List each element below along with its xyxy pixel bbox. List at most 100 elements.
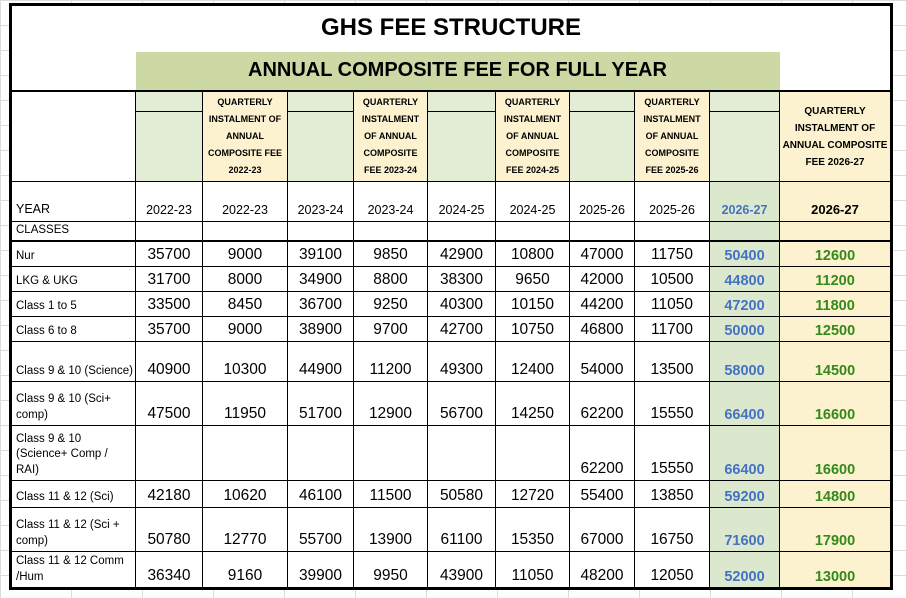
fee-value-cell[interactable]: 36700: [287, 290, 354, 317]
year-column-header-top[interactable]: [427, 89, 496, 112]
fee-value-cell[interactable]: 62200: [569, 380, 635, 426]
fee-value-cell[interactable]: 12050: [634, 550, 710, 589]
fee-value-cell[interactable]: 46800: [569, 315, 635, 342]
fee-value-cell[interactable]: [202, 424, 288, 481]
classes-empty-cell[interactable]: [779, 221, 892, 243]
fee-value-cell[interactable]: 55700: [287, 506, 354, 552]
fee-value-cell[interactable]: 13000: [779, 550, 892, 589]
fee-value-cell[interactable]: 50400: [709, 240, 780, 267]
row-label[interactable]: LKG & UKG: [10, 265, 136, 292]
fee-value-cell[interactable]: 44200: [569, 290, 635, 317]
fee-value-cell[interactable]: 8000: [202, 265, 288, 292]
classes-empty-cell[interactable]: [634, 221, 710, 243]
quarterly-header[interactable]: QUARTERLY INSTALMENT OF ANNUAL COMPOSITE…: [634, 90, 710, 182]
fee-value-cell[interactable]: 44900: [287, 340, 354, 382]
row-label[interactable]: Class 11 & 12 (Sci): [10, 479, 136, 508]
fee-value-cell[interactable]: 55400: [569, 479, 635, 508]
fee-value-cell[interactable]: 12900: [353, 380, 428, 426]
fee-value-cell[interactable]: 10800: [495, 240, 570, 267]
fee-value-cell[interactable]: 9700: [353, 315, 428, 342]
row-label[interactable]: Class 9 & 10 (Sci+ comp): [10, 380, 136, 426]
banner-spacer-right[interactable]: [779, 52, 892, 91]
year-cell[interactable]: 2026-27: [709, 181, 780, 222]
fee-value-cell[interactable]: 49300: [427, 340, 496, 382]
classes-row-label[interactable]: CLASSES: [10, 221, 136, 243]
fee-value-cell[interactable]: 12770: [202, 506, 288, 552]
fee-value-cell[interactable]: 50580: [427, 479, 496, 508]
fee-value-cell[interactable]: [427, 424, 496, 481]
year-row-label[interactable]: YEAR: [10, 181, 136, 222]
fee-value-cell[interactable]: 11750: [634, 240, 710, 267]
banner-spacer-left[interactable]: [10, 52, 136, 91]
year-column-header-top[interactable]: [135, 89, 203, 112]
fee-value-cell[interactable]: 67000: [569, 506, 635, 552]
fee-value-cell[interactable]: 66400: [709, 424, 780, 481]
year-cell[interactable]: 2025-26: [569, 181, 635, 222]
row-label[interactable]: Class 9 & 10 (Science+ Comp / RAI): [10, 424, 136, 481]
year-cell-quarterly[interactable]: 2023-24: [353, 181, 428, 222]
fee-value-cell[interactable]: 9650: [495, 265, 570, 292]
corner-cell[interactable]: [10, 90, 136, 182]
fee-value-cell[interactable]: 11700: [634, 315, 710, 342]
fee-value-cell[interactable]: 40300: [427, 290, 496, 317]
quarterly-header[interactable]: QUARTERLY INSTALMENT OF ANNUAL COMPOSITE…: [202, 90, 288, 182]
fee-value-cell[interactable]: 31700: [135, 265, 203, 292]
year-cell[interactable]: 2024-25: [427, 181, 496, 222]
fee-value-cell[interactable]: 35700: [135, 315, 203, 342]
year-column-header-top[interactable]: [569, 89, 635, 112]
fee-value-cell[interactable]: 33500: [135, 290, 203, 317]
fee-value-cell[interactable]: 11500: [353, 479, 428, 508]
fee-value-cell[interactable]: 12400: [495, 340, 570, 382]
year-cell-quarterly[interactable]: 2026-27: [779, 181, 892, 222]
fee-value-cell[interactable]: 50780: [135, 506, 203, 552]
fee-value-cell[interactable]: 13850: [634, 479, 710, 508]
fee-value-cell[interactable]: 15350: [495, 506, 570, 552]
fee-value-cell[interactable]: 34900: [287, 265, 354, 292]
fee-value-cell[interactable]: 50000: [709, 315, 780, 342]
fee-value-cell[interactable]: 11200: [353, 340, 428, 382]
fee-value-cell[interactable]: [353, 424, 428, 481]
fee-value-cell[interactable]: 9160: [202, 550, 288, 589]
fee-value-cell[interactable]: 11800: [779, 290, 892, 317]
fee-value-cell[interactable]: 9250: [353, 290, 428, 317]
fee-value-cell[interactable]: 11050: [495, 550, 570, 589]
year-column-header-bottom[interactable]: [569, 110, 635, 183]
fee-value-cell[interactable]: 51700: [287, 380, 354, 426]
fee-value-cell[interactable]: 47200: [709, 290, 780, 317]
classes-empty-cell[interactable]: [353, 221, 428, 243]
fee-value-cell[interactable]: 9000: [202, 315, 288, 342]
year-column-header-bottom[interactable]: [709, 110, 780, 183]
fee-value-cell[interactable]: 11950: [202, 380, 288, 426]
classes-empty-cell[interactable]: [135, 221, 203, 243]
fee-value-cell[interactable]: 58000: [709, 340, 780, 382]
year-column-header-bottom[interactable]: [427, 110, 496, 183]
year-cell[interactable]: 2022-23: [135, 181, 203, 222]
fee-value-cell[interactable]: 15550: [634, 380, 710, 426]
year-cell-quarterly[interactable]: 2024-25: [495, 181, 570, 222]
row-label[interactable]: Class 11 & 12 (Sci + comp): [10, 506, 136, 552]
fee-value-cell[interactable]: 39100: [287, 240, 354, 267]
quarterly-header[interactable]: QUARTERLY INSTALMENT OF ANNUAL COMPOSITE…: [353, 90, 428, 182]
fee-value-cell[interactable]: 13500: [634, 340, 710, 382]
fee-value-cell[interactable]: 39900: [287, 550, 354, 589]
fee-value-cell[interactable]: 9950: [353, 550, 428, 589]
fee-value-cell[interactable]: 8450: [202, 290, 288, 317]
fee-value-cell[interactable]: 14250: [495, 380, 570, 426]
fee-value-cell[interactable]: [287, 424, 354, 481]
row-label[interactable]: Nur: [10, 240, 136, 267]
fee-value-cell[interactable]: 11200: [779, 265, 892, 292]
fee-value-cell[interactable]: 14800: [779, 479, 892, 508]
fee-value-cell[interactable]: 40900: [135, 340, 203, 382]
fee-value-cell[interactable]: 16600: [779, 380, 892, 426]
fee-value-cell[interactable]: 16750: [634, 506, 710, 552]
fee-value-cell[interactable]: 47000: [569, 240, 635, 267]
fee-value-cell[interactable]: 52000: [709, 550, 780, 589]
fee-value-cell[interactable]: 35700: [135, 240, 203, 267]
classes-empty-cell[interactable]: [709, 221, 780, 243]
fee-value-cell[interactable]: 71600: [709, 506, 780, 552]
fee-value-cell[interactable]: 47500: [135, 380, 203, 426]
classes-empty-cell[interactable]: [427, 221, 496, 243]
quarterly-header[interactable]: QUARTERLY INSTALMENT OF ANNUAL COMPOSITE…: [779, 90, 892, 182]
year-cell-quarterly[interactable]: 2022-23: [202, 181, 288, 222]
year-column-header-top[interactable]: [287, 89, 354, 112]
